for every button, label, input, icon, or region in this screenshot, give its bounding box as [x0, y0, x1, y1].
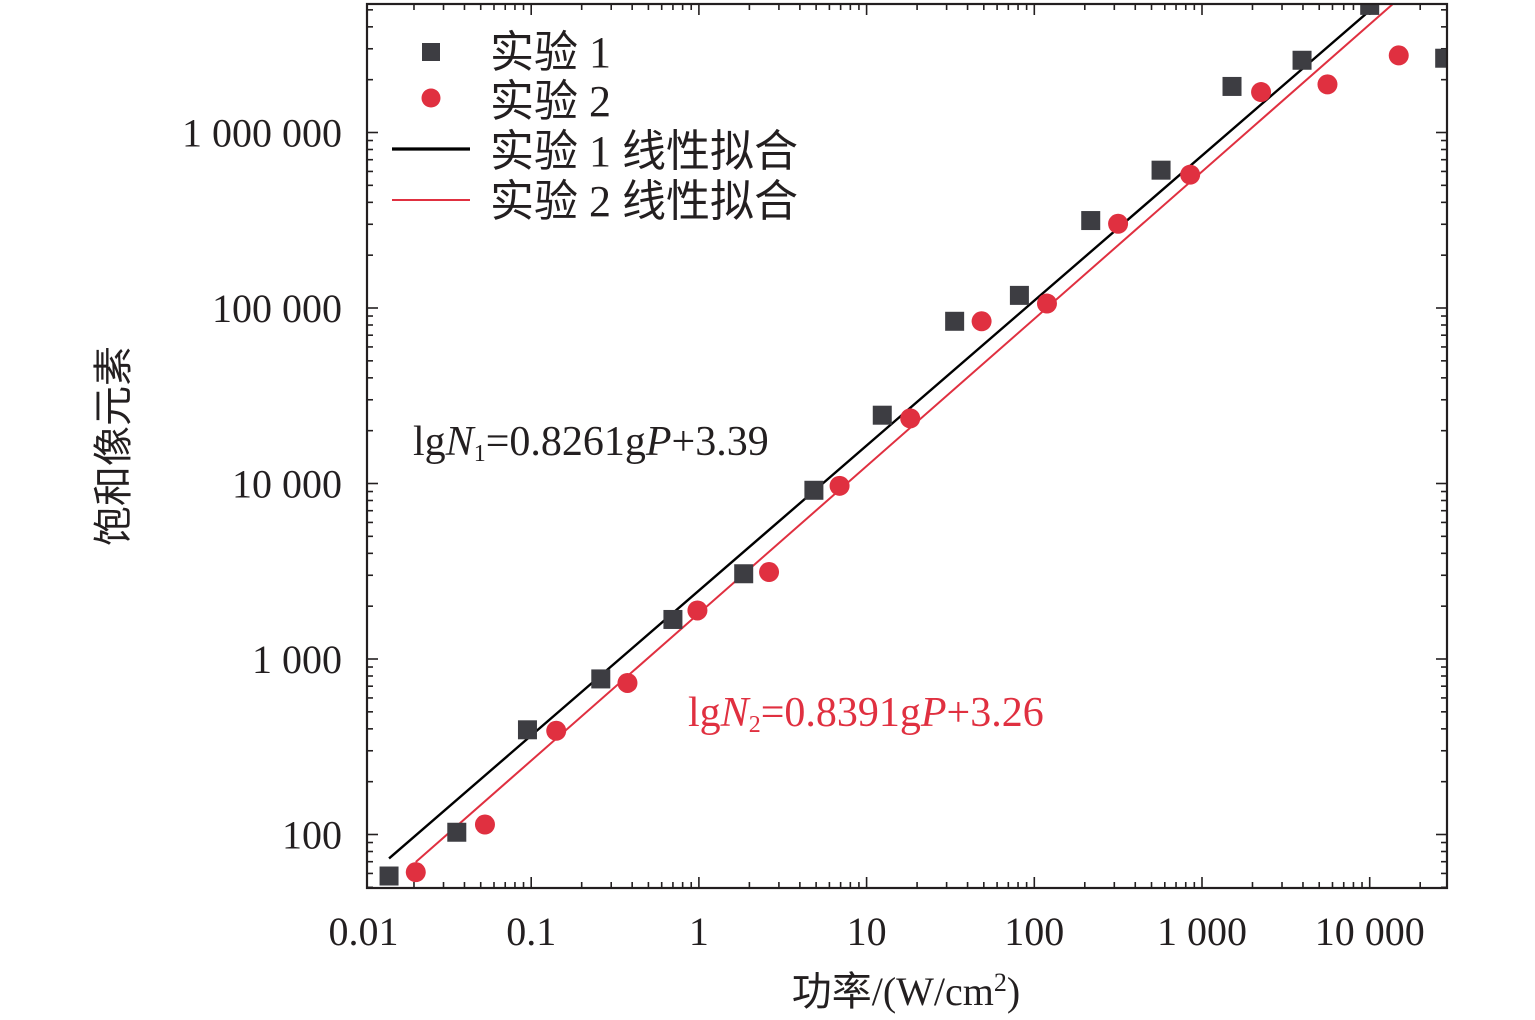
data-point-exp2	[546, 720, 567, 741]
y-tick-label: 100 000	[212, 286, 342, 331]
data-point-exp2	[759, 562, 780, 583]
y-tick-label: 1 000	[252, 637, 342, 682]
y-tick-label: 100	[282, 813, 342, 858]
x-tick-label: 0.1	[506, 909, 556, 954]
legend-label-exp2: 实验 2	[490, 77, 611, 126]
x-tick-label: 100	[1004, 909, 1064, 954]
data-point-exp2	[1108, 213, 1129, 234]
legend-square-marker	[422, 43, 440, 61]
data-point-exp1	[1151, 160, 1171, 180]
legend-label-fit2: 实验 2 线性拟合	[490, 177, 798, 226]
data-point-exp2	[474, 814, 495, 835]
data-point-exp1	[734, 564, 754, 584]
fit-lines	[388, 4, 1395, 863]
data-point-exp1	[1081, 211, 1101, 231]
legend-label-fit1: 实验 1 线性拟合	[490, 127, 798, 176]
fit-line-1	[388, 4, 1380, 860]
data-point-exp1	[1360, 4, 1380, 15]
data-point-exp1	[1292, 50, 1312, 70]
x-tick-labels: 0.01 0.1 1 10 100 1 000 10 000	[329, 909, 1425, 954]
data-point-exp1	[663, 609, 683, 629]
data-point-exp1	[1009, 285, 1029, 305]
legend-label-exp1: 实验 1	[490, 28, 611, 77]
data-point-exp2	[1317, 74, 1338, 95]
data-point-exp2	[405, 862, 426, 883]
x-axis-title: 功率/(W/cm2)	[792, 968, 1021, 1014]
x-tick-label: 0.01	[329, 909, 399, 954]
x-tick-label: 1	[689, 909, 709, 954]
data-point-exp2	[1036, 293, 1057, 314]
data-point-exp1	[379, 866, 399, 886]
data-point-exp1	[804, 480, 824, 500]
y-axis-title: 饱和像元素	[91, 346, 136, 546]
data-point-exp1	[447, 822, 467, 842]
data-point-exp1	[1435, 48, 1447, 68]
data-point-exp2	[829, 475, 850, 496]
x-tick-label: 1 000	[1157, 909, 1247, 954]
data-point-exp2	[687, 600, 708, 621]
fit-equation-1: lgN1=0.8261gP+3.39	[413, 419, 769, 467]
x-tick-label: 10 000	[1315, 909, 1425, 954]
plot-frame	[365, 2, 1449, 890]
data-point-exp2	[617, 672, 638, 693]
data-point-exp1	[591, 669, 611, 689]
legend: 实验 1 实验 2 实验 1 线性拟合 实验 2 线性拟合	[392, 28, 798, 226]
fit-line-2	[415, 4, 1395, 863]
y-tick-label: 10 000	[232, 462, 342, 507]
data-point-exp2	[1388, 45, 1409, 66]
data-point-exp2	[1251, 82, 1272, 103]
fit-equation-2: lgN2=0.8391gP+3.26	[688, 690, 1044, 738]
legend-circle-marker	[421, 88, 441, 108]
y-tick-label: 1 000 000	[182, 111, 342, 156]
data-point-exp1	[872, 405, 892, 425]
data-point-exp2	[900, 408, 921, 429]
data-point-exp2	[1180, 164, 1201, 185]
data-point-exp2	[971, 311, 992, 332]
x-tick-label: 10	[847, 909, 887, 954]
data-point-exp1	[517, 720, 537, 740]
data-point-exp1	[1222, 76, 1242, 96]
data-point-exp1	[945, 311, 965, 331]
y-tick-labels: 100 1 000 10 000 100 000 1 000 000	[182, 111, 342, 858]
data-points	[379, 4, 1447, 886]
